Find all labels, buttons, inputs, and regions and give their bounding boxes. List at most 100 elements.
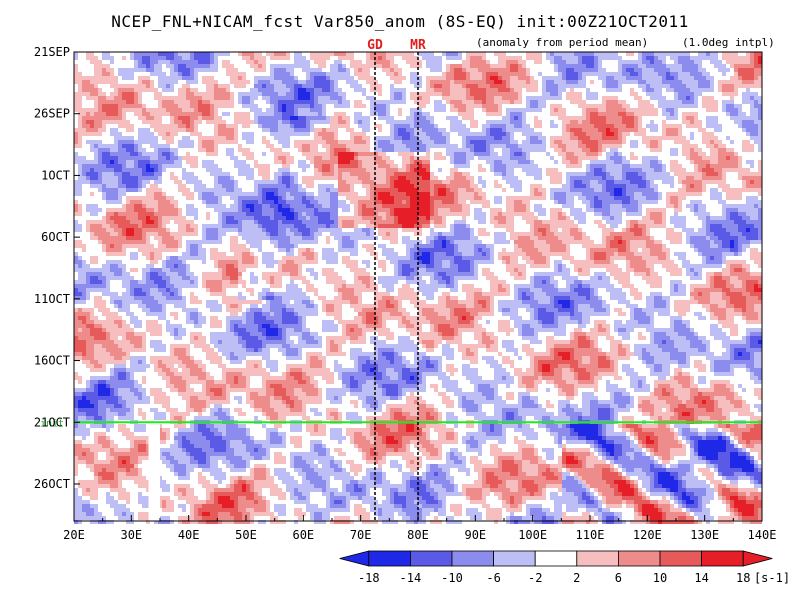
field-cell — [594, 136, 598, 140]
field-cell — [350, 148, 354, 152]
field-cell — [78, 140, 82, 144]
field-cell — [226, 60, 230, 64]
field-cell — [718, 196, 722, 200]
field-cell — [574, 60, 578, 64]
field-cell — [182, 192, 186, 196]
field-cell — [278, 68, 282, 72]
field-cell — [538, 120, 542, 124]
field-cell — [346, 124, 350, 128]
field-cell — [426, 80, 430, 84]
field-cell — [334, 72, 338, 76]
field-cell — [746, 144, 750, 148]
field-cell — [710, 108, 714, 112]
field-cell — [234, 184, 238, 188]
field-cell — [454, 80, 458, 84]
field-cell — [346, 180, 350, 184]
field-cell — [338, 112, 342, 116]
field-cell — [742, 128, 746, 132]
field-cell — [578, 120, 582, 124]
field-cell — [462, 128, 466, 132]
field-cell — [614, 196, 618, 200]
field-cell — [362, 128, 366, 132]
field-cell — [394, 136, 398, 140]
field-cell — [162, 144, 166, 148]
field-cell — [486, 128, 490, 132]
field-cell — [674, 112, 678, 116]
field-cell — [194, 64, 198, 68]
field-cell — [258, 180, 262, 184]
field-cell — [130, 188, 134, 192]
field-cell — [662, 128, 666, 132]
field-cell — [698, 64, 702, 68]
field-cell — [458, 128, 462, 132]
field-cell — [194, 72, 198, 76]
field-cell — [126, 168, 130, 172]
field-cell — [486, 120, 490, 124]
field-cell — [322, 116, 326, 120]
field-cell — [318, 108, 322, 112]
field-cell — [178, 52, 182, 56]
field-cell — [354, 148, 358, 152]
field-cell — [350, 80, 354, 84]
field-cell — [446, 136, 450, 140]
field-cell — [238, 80, 242, 84]
field-cell — [258, 88, 262, 92]
field-cell — [230, 148, 234, 152]
field-cell — [638, 196, 642, 200]
field-cell — [450, 92, 454, 96]
field-cell — [330, 192, 334, 196]
field-cell — [158, 196, 162, 200]
field-cell — [658, 168, 662, 172]
field-cell — [558, 116, 562, 120]
field-cell — [378, 176, 382, 180]
field-cell — [570, 84, 574, 88]
field-cell — [422, 172, 426, 176]
field-cell — [302, 196, 306, 200]
field-cell — [518, 200, 522, 204]
field-cell — [338, 160, 342, 164]
field-cell — [582, 192, 586, 196]
field-cell — [426, 52, 430, 56]
field-cell — [286, 92, 290, 96]
field-cell — [350, 76, 354, 80]
field-cell — [646, 196, 650, 200]
field-cell — [434, 84, 438, 88]
field-cell — [622, 64, 626, 68]
field-cell — [258, 112, 262, 116]
field-cell — [454, 184, 458, 188]
field-cell — [510, 172, 514, 176]
field-cell — [410, 128, 414, 132]
field-cell — [162, 84, 166, 88]
field-cell — [586, 180, 590, 184]
field-cell — [326, 140, 330, 144]
field-cell — [206, 188, 210, 192]
field-cell — [702, 84, 706, 88]
field-cell — [602, 96, 606, 100]
field-cell — [358, 112, 362, 116]
field-cell — [570, 180, 574, 184]
field-cell — [106, 100, 110, 104]
field-cell — [670, 64, 674, 68]
field-cell — [298, 196, 302, 200]
field-cell — [98, 76, 102, 80]
field-cell — [646, 136, 650, 140]
field-cell — [190, 76, 194, 80]
field-cell — [90, 116, 94, 120]
field-cell — [398, 132, 402, 136]
field-cell — [506, 152, 510, 156]
field-cell — [178, 180, 182, 184]
field-cell — [270, 148, 274, 152]
field-cell — [318, 76, 322, 80]
field-cell — [310, 192, 314, 196]
field-cell — [670, 84, 674, 88]
field-cell — [678, 80, 682, 84]
field-cell — [746, 124, 750, 128]
field-cell — [250, 152, 254, 156]
field-cell — [458, 100, 462, 104]
field-cell — [442, 52, 446, 56]
field-cell — [390, 120, 394, 124]
field-cell — [458, 52, 462, 56]
field-cell — [474, 188, 478, 192]
field-cell — [726, 88, 730, 92]
field-cell — [382, 196, 386, 200]
